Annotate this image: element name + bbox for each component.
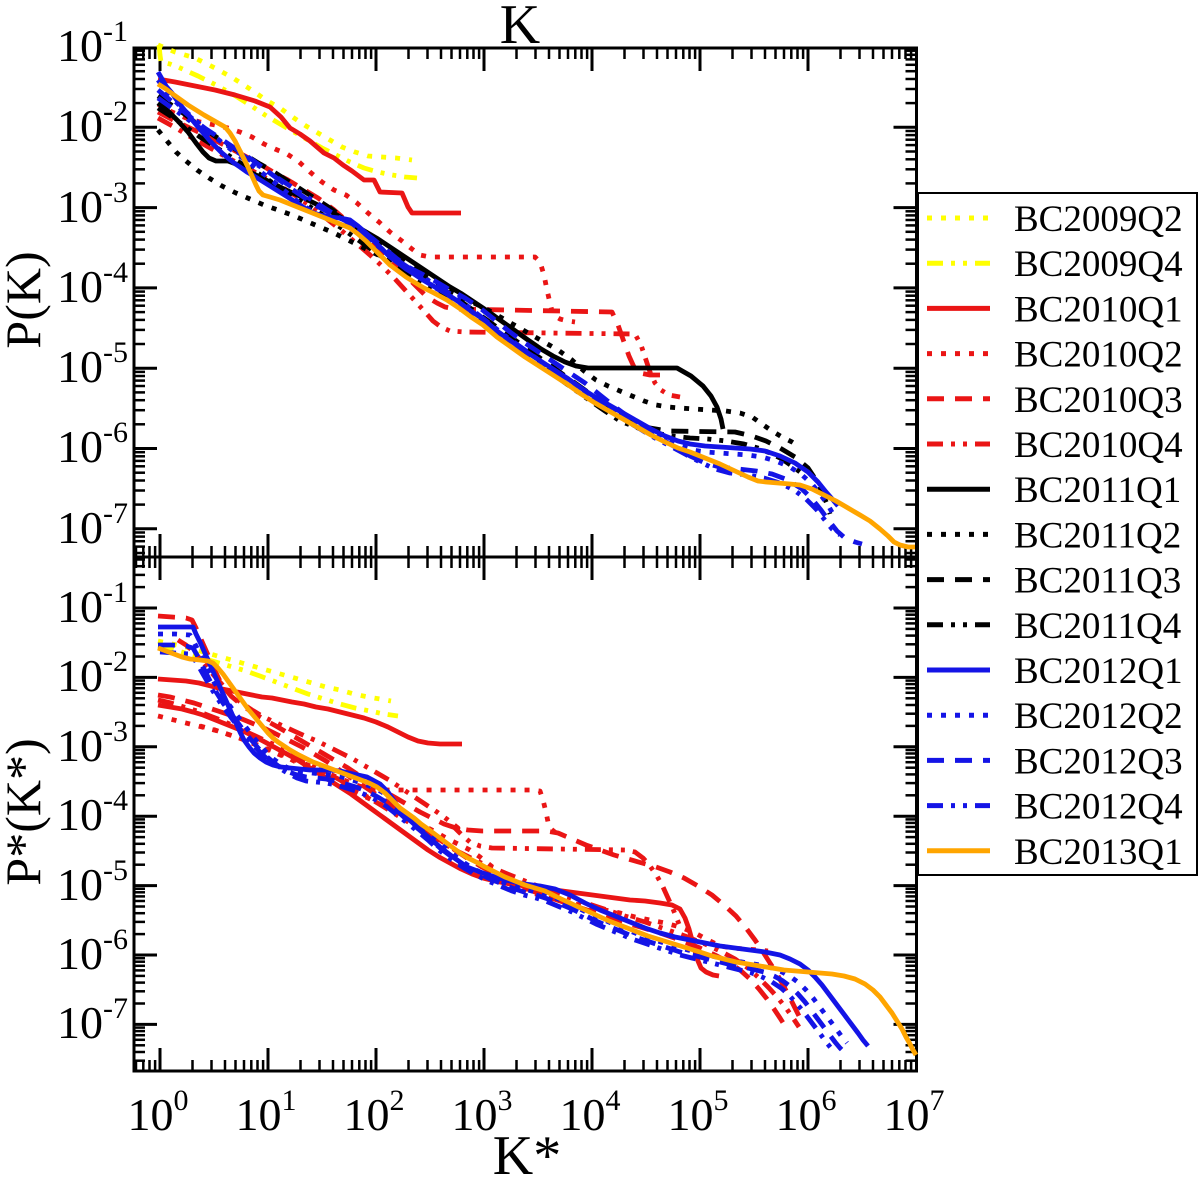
svg-text:10-4: 10-4 bbox=[57, 256, 128, 312]
svg-text:BC2011Q3: BC2011Q3 bbox=[1014, 561, 1181, 602]
svg-text:BC2012Q2: BC2012Q2 bbox=[1014, 696, 1183, 737]
svg-text:10-6: 10-6 bbox=[57, 416, 128, 472]
svg-text:BC2010Q2: BC2010Q2 bbox=[1014, 335, 1183, 376]
svg-text:10-4: 10-4 bbox=[57, 784, 128, 840]
svg-text:10-2: 10-2 bbox=[57, 95, 128, 151]
svg-text:10-6: 10-6 bbox=[57, 923, 128, 979]
svg-text:10-7: 10-7 bbox=[57, 497, 128, 553]
svg-text:BC2010Q4: BC2010Q4 bbox=[1014, 425, 1183, 466]
svg-text:10-5: 10-5 bbox=[57, 336, 128, 392]
svg-text:10-3: 10-3 bbox=[57, 715, 128, 771]
svg-text:BC2011Q1: BC2011Q1 bbox=[1014, 470, 1181, 511]
svg-text:102: 102 bbox=[344, 1084, 405, 1140]
svg-text:P(K): P(K) bbox=[0, 251, 51, 348]
svg-text:BC2012Q1: BC2012Q1 bbox=[1014, 651, 1183, 692]
svg-text:BC2012Q4: BC2012Q4 bbox=[1014, 787, 1183, 828]
svg-text:BC2009Q4: BC2009Q4 bbox=[1014, 244, 1183, 285]
svg-text:10-5: 10-5 bbox=[57, 854, 128, 910]
svg-text:10-2: 10-2 bbox=[57, 645, 128, 701]
svg-text:10-7: 10-7 bbox=[57, 992, 128, 1048]
svg-text:10-1: 10-1 bbox=[57, 576, 128, 632]
svg-text:BC2011Q2: BC2011Q2 bbox=[1014, 515, 1181, 556]
svg-text:10-3: 10-3 bbox=[57, 176, 128, 232]
svg-text:P*(K*): P*(K*) bbox=[0, 738, 51, 885]
svg-text:BC2009Q2: BC2009Q2 bbox=[1014, 199, 1183, 240]
svg-text:BC2013Q1: BC2013Q1 bbox=[1014, 832, 1183, 873]
svg-text:K: K bbox=[500, 0, 540, 56]
svg-text:BC2011Q4: BC2011Q4 bbox=[1014, 606, 1181, 647]
svg-text:BC2012Q3: BC2012Q3 bbox=[1014, 741, 1183, 782]
svg-text:BC2010Q3: BC2010Q3 bbox=[1014, 380, 1183, 421]
svg-text:BC2010Q1: BC2010Q1 bbox=[1014, 289, 1183, 330]
svg-text:10-1: 10-1 bbox=[57, 15, 128, 71]
svg-text:K*: K* bbox=[493, 1125, 561, 1177]
